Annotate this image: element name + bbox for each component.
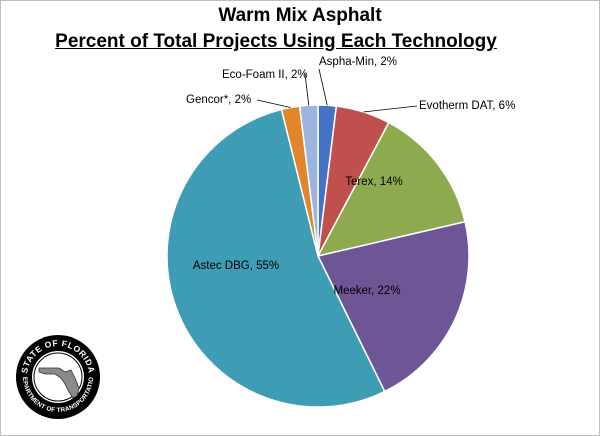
florida-map-shape bbox=[38, 367, 80, 399]
slice-label: Gencor*, 2% bbox=[186, 94, 251, 106]
chart-title: Warm Mix Asphalt bbox=[218, 5, 382, 26]
leader-line bbox=[363, 105, 418, 113]
leader-line bbox=[318, 68, 328, 106]
leader-line bbox=[304, 73, 310, 106]
slice-label: Terex, 14% bbox=[345, 176, 403, 188]
pie-slice-astec-dbg bbox=[166, 108, 386, 408]
pie-slice-meeker bbox=[316, 220, 470, 393]
fdot-seal-logo: STATE OF FLORIDA DEPARTMENT OF TRANSPORT… bbox=[15, 334, 100, 419]
pie-slice-terex bbox=[316, 121, 466, 258]
slice-label: Astec DBG, 55% bbox=[193, 260, 279, 272]
slice-label: Eco-Foam II, 2% bbox=[222, 69, 308, 81]
slice-label: Aspha-Min, 2% bbox=[319, 56, 397, 68]
leader-line bbox=[256, 99, 291, 108]
slice-label: Meeker, 22% bbox=[333, 285, 400, 297]
chart-subtitle: Percent of Total Projects Using Each Tec… bbox=[55, 31, 497, 52]
slice-label: Evotherm DAT, 6% bbox=[419, 100, 515, 112]
